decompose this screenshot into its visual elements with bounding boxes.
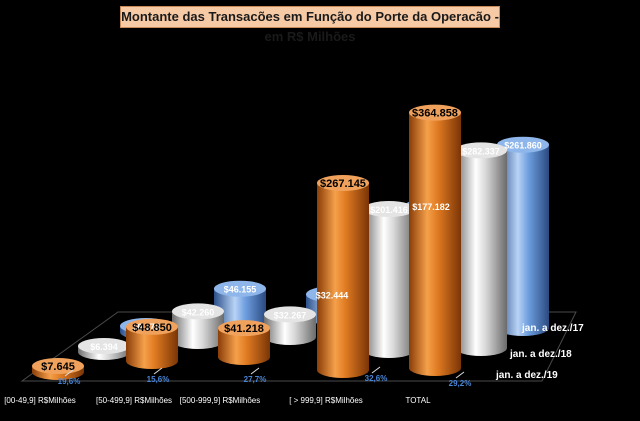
value-label-s19-1: $7.645: [41, 361, 75, 373]
growth-label-3: 27,7%: [244, 375, 267, 384]
value-label-s18-5: $282.337: [462, 146, 500, 156]
growth-label-1: 19,6%: [58, 377, 81, 386]
growth-arrow-2: [153, 367, 163, 375]
value-label-s17-3: $32.444: [316, 290, 349, 300]
value-label-s17-5: $261.860: [504, 141, 542, 151]
value-label-s17-4: $177.182: [412, 202, 450, 212]
category-label-4: [ > 999,9] R$Milhões: [289, 396, 363, 405]
value-label-s17-1: $6.078: [132, 322, 160, 332]
growth-arrow-3: [250, 367, 260, 375]
series-label-s18: jan. a dez./18: [509, 349, 572, 360]
value-label-s19-5: $364.858: [412, 108, 458, 120]
chart-title: Montante das Transacões em Função do Por…: [120, 6, 500, 44]
growth-label-5: 29,2%: [449, 379, 472, 388]
series-label-s17: jan. a dez./17: [521, 323, 584, 334]
category-label-5: TOTAL: [405, 396, 431, 405]
bar-s18-1: [78, 338, 130, 360]
growth-label-2: 15,6%: [147, 375, 170, 384]
growth-label-4: 32,6%: [365, 374, 388, 383]
value-label-s18-1: $6.394: [90, 342, 118, 352]
series-label-s19: jan. a dez./19: [495, 370, 558, 381]
bar-s19-5: [409, 104, 461, 376]
bar-s18-4: [363, 201, 415, 358]
value-label-s17-2: $46.155: [224, 285, 257, 295]
category-label-3: [500-999,9] R$Milhões: [180, 396, 261, 405]
bar-s19-2: [126, 318, 178, 369]
bar-s18-3: [264, 306, 316, 345]
bar-s18-5: [455, 142, 507, 356]
bar-s19-1: [32, 358, 84, 380]
value-label-s19-2: $48.850: [132, 322, 172, 334]
growth-arrow-5: [455, 371, 465, 379]
value-label-s18-3: $32.267: [274, 310, 307, 320]
value-label-s19-3: $41.218: [224, 323, 264, 335]
category-label-2: [50-499,9] R$Milhões: [96, 396, 172, 405]
value-label-s19-4: $267.145: [320, 178, 366, 190]
bar-s19-4: [317, 174, 369, 378]
bar-s19-3: [218, 320, 270, 365]
category-label-1: [00-49,9] R$Milhões: [4, 396, 76, 405]
value-label-s18-4: $201.416: [370, 205, 408, 215]
growth-arrow-4: [371, 366, 381, 374]
value-label-s18-2: $42.260: [182, 307, 215, 317]
bar-s18-2: [172, 303, 224, 349]
growth-arrow-1: [64, 369, 74, 377]
